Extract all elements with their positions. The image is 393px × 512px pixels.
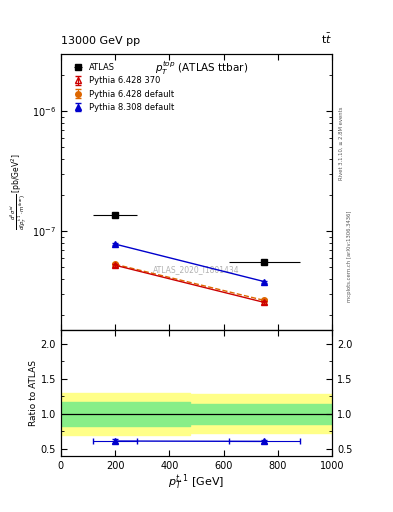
Text: mcplots.cern.ch [arXiv:1306.3436]: mcplots.cern.ch [arXiv:1306.3436] [347, 210, 352, 302]
Legend: ATLAS, Pythia 6.428 370, Pythia 6.428 default, Pythia 8.308 default: ATLAS, Pythia 6.428 370, Pythia 6.428 de… [68, 61, 176, 114]
Text: t$\bar{t}$: t$\bar{t}$ [321, 32, 332, 46]
X-axis label: $p_T^{t,1}$ [GeV]: $p_T^{t,1}$ [GeV] [168, 473, 225, 494]
Text: ATLAS_2020_I1801434: ATLAS_2020_I1801434 [153, 265, 240, 274]
Y-axis label: $\frac{d^2\sigma^{td}}{d(p_T^{t,1}\cdot m^{tbar})}$ [pb/GeV$^2$]: $\frac{d^2\sigma^{td}}{d(p_T^{t,1}\cdot … [9, 154, 29, 230]
Text: Rivet 3.1.10, ≥ 2.8M events: Rivet 3.1.10, ≥ 2.8M events [339, 106, 344, 180]
Y-axis label: Ratio to ATLAS: Ratio to ATLAS [29, 360, 38, 426]
Text: $p_T^{top}$ (ATLAS ttbar): $p_T^{top}$ (ATLAS ttbar) [155, 59, 249, 77]
Text: 13000 GeV pp: 13000 GeV pp [61, 36, 140, 46]
